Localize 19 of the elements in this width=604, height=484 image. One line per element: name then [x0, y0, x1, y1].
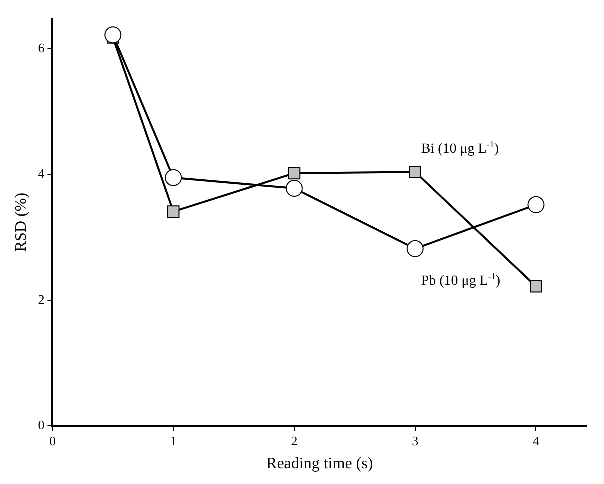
x-tick-label: 4	[532, 433, 540, 448]
point	[530, 280, 542, 293]
point	[406, 240, 424, 258]
point	[286, 180, 303, 198]
y-tick-label: 6	[38, 40, 46, 56]
point	[288, 167, 301, 180]
x-tick-label: 0	[49, 433, 56, 448]
point	[165, 169, 182, 186]
point	[104, 26, 122, 44]
point	[167, 206, 180, 218]
y-axis-title: RSD (%)	[12, 192, 30, 252]
x-tick-label: 1	[170, 433, 177, 448]
y-tick-label: 4	[38, 166, 46, 182]
y-tick-label: 0	[38, 418, 45, 433]
x-tick-label: 3	[412, 433, 419, 448]
point	[409, 166, 422, 178]
y-tick-label: 2	[38, 292, 45, 307]
x-tick-label: 2	[291, 433, 298, 448]
x-axis-title: Reading time (s)	[266, 456, 374, 473]
